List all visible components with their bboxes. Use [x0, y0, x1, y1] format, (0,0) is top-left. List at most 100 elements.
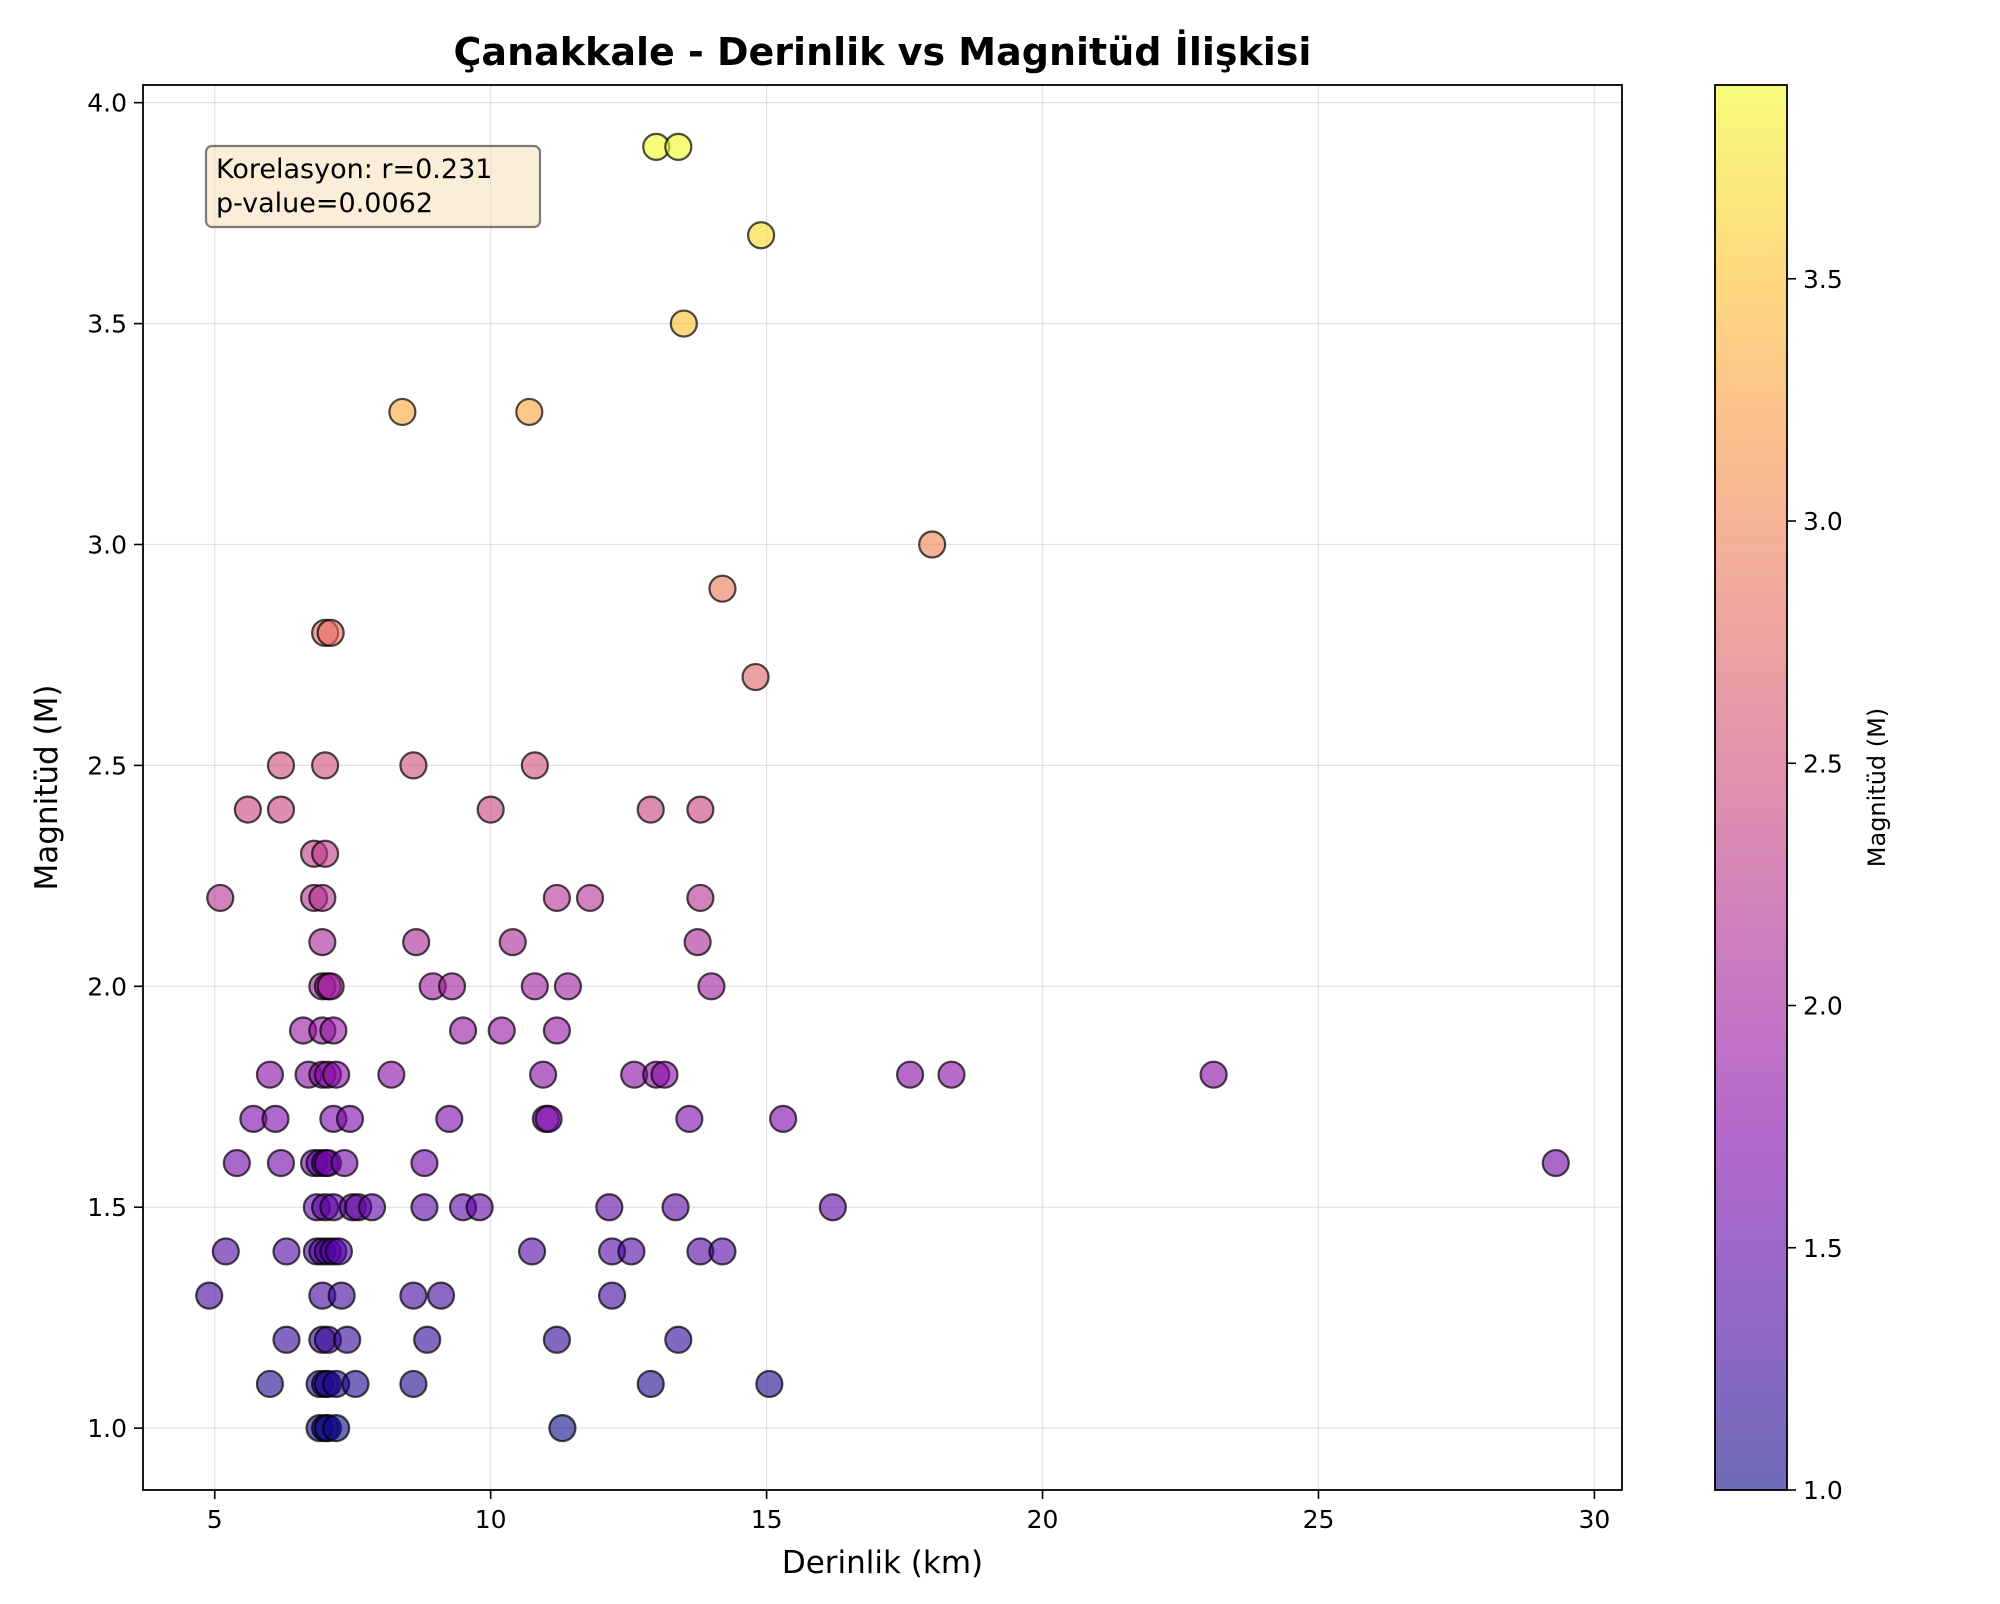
data-point	[399, 1369, 428, 1399]
data-point	[542, 1016, 571, 1045]
data-point	[322, 1060, 351, 1089]
data-point	[542, 1325, 571, 1354]
data-point	[553, 972, 583, 1001]
data-point	[211, 1237, 240, 1266]
data-point	[697, 972, 726, 1001]
grid-lines	[143, 85, 1622, 1490]
x-axis-ticks: 5 10 15 20 25 30	[207, 1490, 1611, 1534]
data-point	[746, 221, 776, 250]
data-point	[410, 1193, 439, 1222]
data-point	[818, 1193, 847, 1222]
chart-title: Çanakkale - Derinlik vs Magnitüd İlişkis…	[454, 30, 1312, 74]
data-point	[327, 1281, 356, 1310]
data-point	[333, 1325, 362, 1354]
data-point	[437, 972, 467, 1001]
data-point	[708, 574, 737, 603]
data-point	[255, 1060, 285, 1089]
plot-frame	[142, 84, 1623, 1491]
data-point	[319, 1016, 348, 1045]
data-point	[918, 530, 947, 559]
data-point	[206, 883, 235, 913]
data-point	[261, 1104, 290, 1133]
y-tick-label: 1.5	[87, 1193, 127, 1222]
data-point	[272, 1237, 301, 1266]
colorbar-tick-label: 2.5	[1803, 749, 1843, 778]
data-point	[335, 1104, 365, 1133]
x-tick-label: 15	[751, 1505, 783, 1534]
data-point	[272, 1325, 301, 1354]
colorbar-gradient	[1715, 85, 1787, 1490]
colorbar-tick-label: 1.5	[1803, 1234, 1843, 1263]
y-tick-label: 1.0	[87, 1414, 127, 1443]
data-point	[741, 662, 770, 692]
x-axis-label: Derinlik (km)	[782, 1545, 983, 1581]
data-point	[686, 883, 715, 913]
data-point	[399, 1281, 428, 1310]
x-tick-label: 30	[1579, 1505, 1611, 1534]
data-point	[664, 132, 693, 161]
data-point	[1541, 1148, 1570, 1178]
data-point	[255, 1369, 285, 1399]
y-tick-label: 4.0	[87, 89, 127, 118]
annotation-box	[204, 144, 542, 229]
y-tick-label: 2.5	[87, 751, 127, 780]
data-point	[341, 1369, 370, 1399]
data-point	[517, 1237, 547, 1266]
annotation-p-value: p-value=0.0062	[216, 188, 433, 219]
data-point	[595, 1193, 624, 1222]
data-point	[708, 1237, 737, 1266]
data-point	[476, 795, 505, 824]
data-point	[388, 397, 417, 427]
data-point	[311, 751, 340, 780]
data-point	[233, 795, 262, 824]
data-point	[266, 751, 296, 780]
data-point	[377, 1060, 406, 1089]
data-point	[448, 1016, 478, 1045]
data-point	[410, 1148, 439, 1178]
data-point	[661, 1193, 690, 1222]
data-point	[498, 928, 527, 957]
data-point	[675, 1104, 704, 1133]
colorbar-frame	[1714, 84, 1788, 1491]
x-tick-label: 10	[475, 1505, 507, 1534]
data-point	[324, 1237, 354, 1266]
data-point	[636, 1369, 665, 1399]
y-axis-ticks: 1.0 1.5 2.0 2.5 3.0 3.5 4.0	[87, 89, 143, 1443]
data-point	[895, 1060, 925, 1089]
data-point	[769, 1104, 798, 1133]
data-point	[316, 972, 345, 1001]
data-points	[195, 132, 1570, 1443]
data-point	[755, 1369, 784, 1399]
data-point	[413, 1325, 442, 1354]
data-point	[937, 1060, 966, 1089]
data-point	[636, 795, 665, 824]
data-point	[683, 928, 712, 957]
x-tick-label: 20	[1027, 1505, 1059, 1534]
data-point	[311, 839, 340, 868]
x-tick-label: 5	[207, 1505, 223, 1534]
colorbar-tick-label: 3.0	[1803, 507, 1843, 536]
data-point	[515, 397, 544, 427]
data-point	[686, 795, 715, 824]
data-point	[664, 1325, 693, 1354]
data-point	[520, 751, 549, 780]
data-point	[266, 795, 296, 824]
data-point	[357, 1193, 387, 1222]
colorbar: 1.0 1.5 2.0 2.5 3.0 3.5 Magnitüd (M)	[1714, 84, 1891, 1505]
data-point	[399, 751, 428, 780]
data-point	[308, 928, 337, 957]
colorbar-tick-label: 2.0	[1803, 992, 1843, 1021]
data-point	[529, 1060, 558, 1089]
data-point	[542, 883, 571, 913]
data-point	[465, 1193, 494, 1222]
colorbar-tick-label: 1.0	[1803, 1476, 1843, 1505]
y-axis-label: Magnitüd (M)	[29, 685, 65, 891]
data-point	[534, 1104, 563, 1133]
data-point	[266, 1148, 296, 1178]
data-point	[548, 1414, 577, 1443]
x-tick-label: 25	[1303, 1505, 1335, 1534]
y-tick-label: 3.5	[87, 310, 127, 339]
data-point	[426, 1281, 456, 1310]
